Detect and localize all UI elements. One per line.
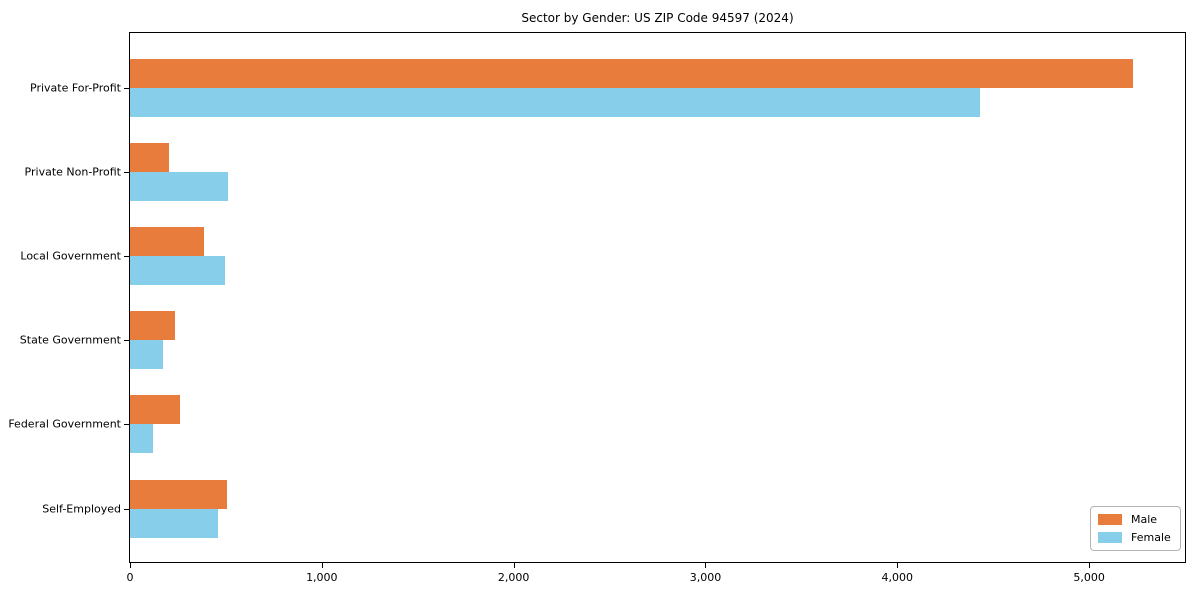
bar-male-self-employed bbox=[130, 479, 227, 509]
x-tick-label-5-000: 5,000 bbox=[1073, 571, 1105, 584]
y-tick-label-private-for-profit: Private For-Profit bbox=[30, 81, 121, 95]
x-tick-label-4-000: 4,000 bbox=[881, 571, 914, 584]
bar-female-state-government bbox=[130, 340, 163, 370]
legend-swatch-female bbox=[1098, 532, 1122, 543]
bar-male-private-non-profit bbox=[130, 142, 170, 172]
y-tick-label-private-non-profit: Private Non-Profit bbox=[24, 165, 121, 179]
plot-area bbox=[129, 32, 1186, 563]
x-tick-label-2-000: 2,000 bbox=[497, 571, 530, 584]
bar-female-local-government bbox=[130, 256, 225, 285]
bar-male-federal-government bbox=[130, 395, 180, 425]
y-tick-label-local-government: Local Government bbox=[20, 249, 121, 263]
legend-entry-female: Female bbox=[1098, 532, 1171, 543]
legend-swatch-male bbox=[1098, 514, 1122, 525]
y-tick bbox=[124, 508, 129, 510]
bar-male-local-government bbox=[130, 227, 204, 256]
y-tick bbox=[124, 171, 129, 173]
x-tick bbox=[1089, 563, 1091, 568]
x-tick bbox=[321, 563, 323, 568]
bar-male-state-government bbox=[130, 311, 176, 341]
bar-female-self-employed bbox=[130, 508, 219, 538]
x-tick bbox=[705, 563, 707, 568]
x-tick bbox=[130, 563, 131, 568]
bar-female-federal-government bbox=[130, 424, 154, 454]
y-tick-label-self-employed: Self-Employed bbox=[42, 502, 121, 516]
y-tick bbox=[124, 256, 129, 257]
bar-female-private-for-profit bbox=[130, 87, 980, 117]
legend-label-male: Male bbox=[1131, 513, 1158, 526]
x-tick-label-1-000: 1,000 bbox=[306, 571, 338, 584]
x-tick-label-3-000: 3,000 bbox=[689, 571, 722, 584]
y-tick bbox=[124, 424, 129, 426]
y-tick bbox=[124, 340, 129, 342]
x-tick bbox=[897, 563, 899, 568]
y-tick-label-federal-government: Federal Government bbox=[8, 417, 121, 431]
x-tick bbox=[513, 563, 515, 568]
legend: Male Female bbox=[1090, 506, 1181, 551]
legend-label-female: Female bbox=[1131, 531, 1171, 544]
bar-female-private-non-profit bbox=[130, 171, 228, 201]
y-tick-label-state-government: State Government bbox=[19, 333, 121, 347]
legend-entry-male: Male bbox=[1098, 514, 1171, 525]
chart-title: Sector by Gender: US ZIP Code 94597 (202… bbox=[521, 11, 794, 25]
x-tick-label-0: 0 bbox=[126, 571, 134, 584]
bar-male-private-for-profit bbox=[130, 58, 1134, 88]
y-tick bbox=[124, 87, 129, 89]
